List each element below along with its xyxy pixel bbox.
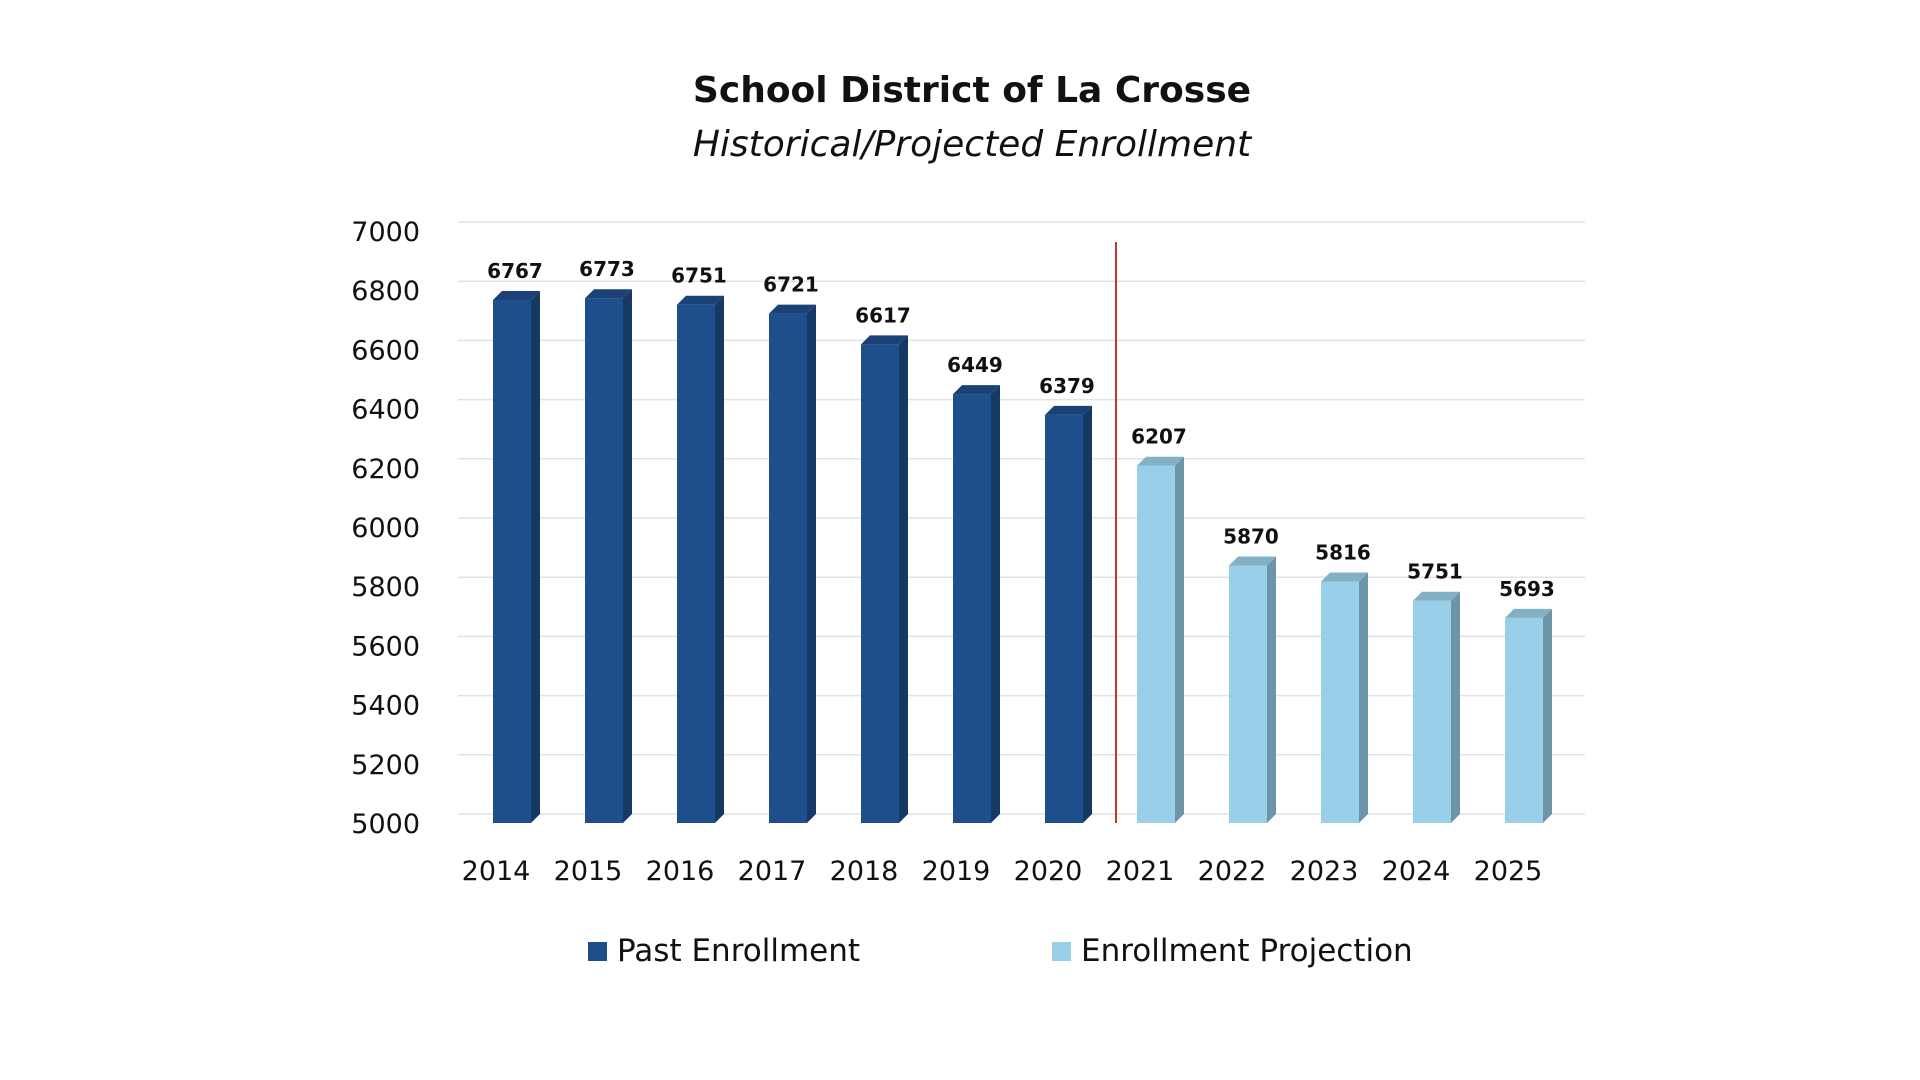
bar-2015 [585, 289, 632, 823]
y-tick-label: 6800 [351, 276, 420, 307]
legend-item-0: Past Enrollment [588, 933, 860, 969]
x-tick-label-2022: 2022 [1198, 856, 1267, 887]
data-label-2024: 5751 [1407, 560, 1463, 584]
bar-2025 [1505, 608, 1552, 823]
bar-2016 [677, 295, 724, 824]
x-tick-label-2025: 2025 [1474, 856, 1543, 887]
data-label-2015: 6773 [579, 257, 635, 281]
data-label-2023: 5816 [1315, 540, 1371, 564]
bar-2024 [1413, 591, 1460, 823]
legend-label: Past Enrollment [617, 933, 860, 969]
data-label-2018: 6617 [855, 303, 911, 327]
bar-2020 [1045, 405, 1092, 823]
x-tick-label-2023: 2023 [1290, 856, 1359, 887]
bars [493, 289, 1552, 824]
data-label-2019: 6449 [947, 353, 1003, 377]
x-tick-label-2015: 2015 [554, 856, 623, 887]
data-label-2020: 6379 [1039, 374, 1095, 398]
data-label-2014: 6767 [487, 259, 543, 283]
gridlines [458, 221, 1585, 815]
x-tick-label-2018: 2018 [830, 856, 899, 887]
x-tick-label-2017: 2017 [738, 856, 807, 887]
y-tick-label: 5000 [351, 809, 420, 840]
y-axis-ticks: 5000 5200 5400 5600 5800 6000 6200 6400 6600 6800… [351, 217, 420, 840]
y-tick-label: 5600 [351, 631, 420, 662]
x-tick-label-2020: 2020 [1014, 856, 1083, 887]
bar-2021 [1137, 456, 1184, 823]
legend-swatch [1052, 942, 1071, 961]
legend-item-1: Enrollment Projection [1052, 933, 1413, 969]
y-tick-label: 6400 [351, 395, 420, 426]
bar-2023 [1321, 572, 1368, 823]
x-tick-label-2021: 2021 [1106, 856, 1175, 887]
data-label-2021: 6207 [1131, 425, 1187, 449]
x-tick-label-2014: 2014 [462, 856, 531, 887]
x-tick-label-2024: 2024 [1382, 856, 1451, 887]
y-tick-label: 7000 [351, 217, 420, 248]
y-tick-label: 5800 [351, 572, 420, 603]
legend-label: Enrollment Projection [1081, 933, 1413, 969]
data-label-2022: 5870 [1223, 524, 1279, 548]
bar-2019 [953, 385, 1000, 823]
data-label-2025: 5693 [1499, 577, 1555, 601]
bar-2014 [493, 290, 540, 823]
bar-2018 [861, 335, 908, 823]
y-tick-label: 6200 [351, 454, 420, 485]
bar-2017 [769, 304, 816, 824]
x-axis-ticks: 2014 2015 2016 2017 2018 2019 2020 2021 2022 2023… [462, 856, 1543, 887]
data-labels: 6767 6773 6751 6721 6617 6449 6379 6207 5870 5816… [487, 257, 1555, 601]
bar-2022 [1229, 556, 1276, 823]
x-tick-label-2016: 2016 [646, 856, 715, 887]
x-tick-label-2019: 2019 [922, 856, 991, 887]
y-tick-label: 6600 [351, 335, 420, 366]
chart-title: School District of La Crosse [693, 70, 1251, 111]
legend: Past Enrollment Enrollment Projection [588, 933, 1413, 969]
chart-subtitle: Historical/Projected Enrollment [693, 124, 1253, 165]
y-tick-label: 5400 [351, 691, 420, 722]
y-tick-label: 5200 [351, 750, 420, 781]
legend-swatch [588, 942, 607, 961]
data-label-2017: 6721 [763, 273, 819, 297]
data-label-2016: 6751 [671, 264, 727, 288]
y-tick-label: 6000 [351, 513, 420, 544]
